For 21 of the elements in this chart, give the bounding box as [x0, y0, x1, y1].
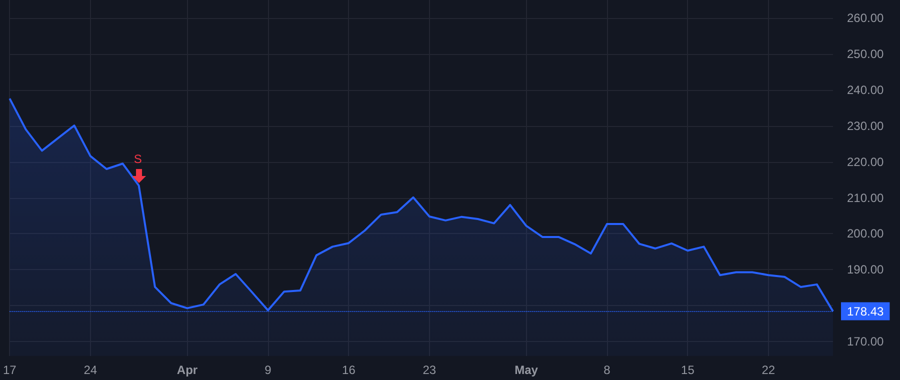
y-tick-label: 210.00 [847, 190, 884, 205]
y-tick-label: 190.00 [847, 262, 884, 277]
y-tick-label: 260.00 [847, 10, 884, 25]
x-tick-label: 23 [422, 363, 436, 377]
y-tick-label: 240.00 [847, 82, 884, 97]
x-tick-label: 15 [681, 363, 695, 377]
y-tick-label: 220.00 [847, 154, 884, 169]
x-tick-label: 24 [84, 363, 98, 377]
ref-line-label: 178.43 [847, 304, 884, 318]
x-tick-label: Apr [176, 363, 198, 377]
y-tick-label: 250.00 [847, 46, 884, 61]
y-tick-label: 170.00 [847, 334, 884, 349]
x-tick-label: 8 [604, 363, 611, 377]
x-tick-label: 9 [264, 363, 272, 377]
y-tick-label: 230.00 [847, 118, 884, 133]
annotation: S [134, 152, 142, 166]
x-tick-label: 17 [2, 363, 17, 377]
y-tick-label: 200.00 [847, 226, 884, 241]
x-tick-label: May [514, 363, 538, 377]
x-tick-label: 16 [342, 363, 356, 377]
x-tick-label: 22 [762, 363, 776, 377]
